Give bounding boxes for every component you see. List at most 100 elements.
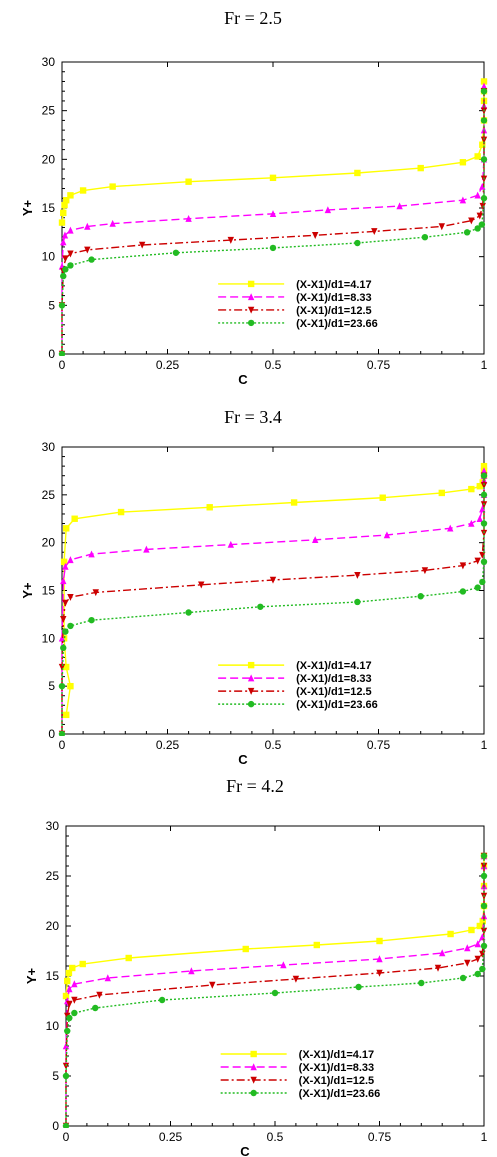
series-1-point	[476, 483, 483, 490]
series-1-point	[79, 187, 87, 194]
y-tick-label: 20	[42, 536, 56, 550]
x-tick-label: 0.25	[156, 358, 180, 372]
series-4-point	[479, 965, 486, 973]
legend-label-3: (X-X1)/d1=12.5	[299, 1075, 375, 1087]
y-axis-label: Y+	[24, 967, 39, 984]
series-4-point	[355, 983, 362, 991]
series-1-point	[63, 197, 70, 204]
series-2-point	[459, 196, 467, 204]
plot-area	[58, 78, 488, 356]
series-line-1	[65, 856, 485, 997]
series-2-point	[58, 634, 66, 642]
y-tick-label: 15	[46, 969, 60, 983]
series-2-point	[324, 206, 332, 214]
series-3-point	[479, 551, 486, 559]
chart-2: Fr = 3.4 0 5 10 15 20 25 30 0 0.25 0.5 0.75 1 C Y+ (X-X…	[20, 407, 488, 767]
series-4-point	[354, 598, 361, 606]
series-4-point	[459, 588, 467, 595]
series-4-point	[62, 1072, 70, 1080]
series-4-point	[88, 256, 95, 263]
legend-marker-3	[250, 1076, 257, 1084]
series-4-point	[463, 229, 471, 236]
series-2-point	[468, 519, 475, 527]
y-tick-label: 15	[42, 201, 56, 215]
series-2-point	[476, 515, 483, 522]
series-1-point	[79, 960, 86, 968]
x-tick-label: 1	[481, 358, 488, 372]
series-3-point	[92, 589, 99, 597]
legend-marker-3	[247, 687, 255, 695]
series-2-point	[439, 949, 446, 957]
y-tick-label: 0	[48, 347, 55, 361]
legend-label-1: (X-X1)/d1=4.17	[296, 279, 372, 291]
series-1-point	[60, 558, 68, 565]
series-4-point	[480, 942, 488, 950]
series-4-point	[158, 996, 166, 1004]
x-tick-label: 0.5	[265, 358, 282, 372]
x-tick-label: 0.75	[368, 1130, 392, 1144]
series-2-point	[84, 222, 91, 230]
series-line-2	[61, 86, 485, 354]
series-3-point	[480, 136, 488, 144]
series-1-point	[468, 926, 475, 934]
series-1-point	[67, 682, 74, 690]
y-tick-label: 25	[46, 869, 60, 883]
series-3-point	[58, 663, 66, 671]
series-3-point	[376, 969, 383, 977]
series-4-point	[71, 1009, 78, 1017]
series-4-point	[67, 262, 74, 269]
series-2-point	[312, 536, 319, 543]
series-3-point	[66, 1000, 73, 1008]
series-4-point	[92, 1004, 99, 1012]
series-4-point	[271, 989, 279, 997]
series-4-point	[62, 266, 69, 273]
plot-area	[58, 462, 488, 736]
series-3-point	[62, 1062, 70, 1070]
series-4-point	[354, 239, 361, 247]
series-2-point	[66, 985, 73, 993]
series-1-point	[438, 489, 445, 497]
series-4-point	[58, 350, 66, 356]
series-1-point	[459, 159, 467, 166]
legend-marker-2	[247, 674, 255, 682]
series-1-point	[476, 922, 484, 930]
series-3-point	[209, 981, 216, 989]
series-1-point	[65, 969, 73, 977]
series-2-point	[60, 238, 67, 246]
y-tick-label: 30	[42, 440, 56, 454]
series-2-point	[61, 231, 69, 239]
series-4-point	[474, 225, 481, 232]
legend-marker-4	[247, 700, 255, 708]
x-tick-label: 0	[59, 738, 66, 752]
series-3-point	[371, 228, 378, 236]
series-2-point	[396, 202, 403, 210]
series-2-point	[188, 967, 195, 975]
series-1-point	[417, 164, 424, 172]
series-4-point	[58, 302, 66, 309]
series-3-point	[480, 529, 488, 537]
x-tick-label: 1	[481, 1130, 488, 1144]
series-3-point	[474, 557, 481, 565]
y-tick-label: 10	[42, 631, 56, 645]
series-3-point	[198, 581, 205, 589]
x-tick-label: 0.5	[267, 1130, 284, 1144]
series-4-point	[67, 622, 74, 630]
series-1-point	[63, 663, 70, 671]
legend-marker-1	[250, 1050, 257, 1058]
series-2-point	[479, 182, 486, 190]
x-axis-label: C	[238, 752, 248, 767]
series-4-point	[257, 603, 264, 610]
series-2-point	[62, 562, 69, 570]
series-4-point	[58, 682, 66, 690]
series-3-point	[62, 255, 69, 263]
series-4-point	[480, 902, 488, 910]
series-1-point	[290, 499, 298, 506]
y-tick-label: 0	[48, 727, 55, 741]
series-4-point	[480, 117, 488, 124]
series-1-point	[479, 917, 486, 925]
series-1-point	[58, 219, 66, 226]
x-axis-label: C	[240, 1144, 250, 1157]
series-2-point	[479, 505, 486, 513]
series-4-point	[88, 616, 95, 624]
